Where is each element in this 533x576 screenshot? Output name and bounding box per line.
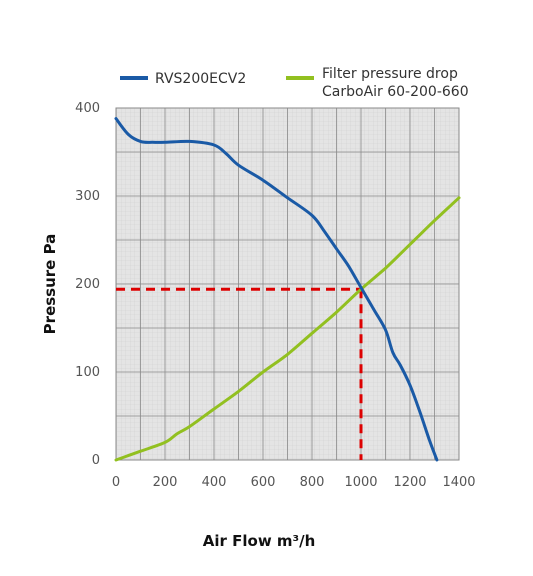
series-layer — [114, 117, 461, 462]
y-tick-label: 100 — [75, 365, 100, 380]
x-tick-label: 400 — [202, 475, 227, 490]
y-tick-label: 0 — [92, 453, 100, 468]
x-tick-label: 1200 — [393, 475, 426, 490]
y-axis-title: Pressure Pa — [41, 234, 59, 335]
legend-label-carboair: CarboAir 60-200-660 — [322, 84, 469, 100]
major-grid — [115, 107, 460, 461]
legend-label-rvs200ecv2: RVS200ECV2 — [155, 71, 246, 87]
x-axis-ticks: 0 200 400 600 800 1000 1200 1400 — [112, 475, 476, 490]
x-tick-label: 600 — [251, 475, 276, 490]
y-tick-label: 400 — [75, 101, 100, 116]
series-line-filter-pressure-drop — [114, 196, 461, 462]
legend: RVS200ECV2 Filter pressure drop CarboAir… — [120, 66, 469, 100]
x-tick-label: 800 — [300, 475, 325, 490]
series-line-rvs200ecv2 — [114, 117, 439, 462]
x-tick-label: 200 — [153, 475, 178, 490]
x-tick-label: 1000 — [344, 475, 377, 490]
x-tick-label: 1400 — [442, 475, 475, 490]
y-tick-label: 200 — [75, 277, 100, 292]
x-axis-title: Air Flow m³/h — [203, 532, 316, 550]
y-tick-label: 300 — [75, 189, 100, 204]
operating-point-lines — [116, 287, 363, 460]
legend-label-filter-pressure-drop: Filter pressure drop — [322, 66, 458, 82]
x-tick-label: 0 — [112, 475, 120, 490]
y-axis-ticks: 0 100 200 300 400 — [75, 101, 100, 468]
